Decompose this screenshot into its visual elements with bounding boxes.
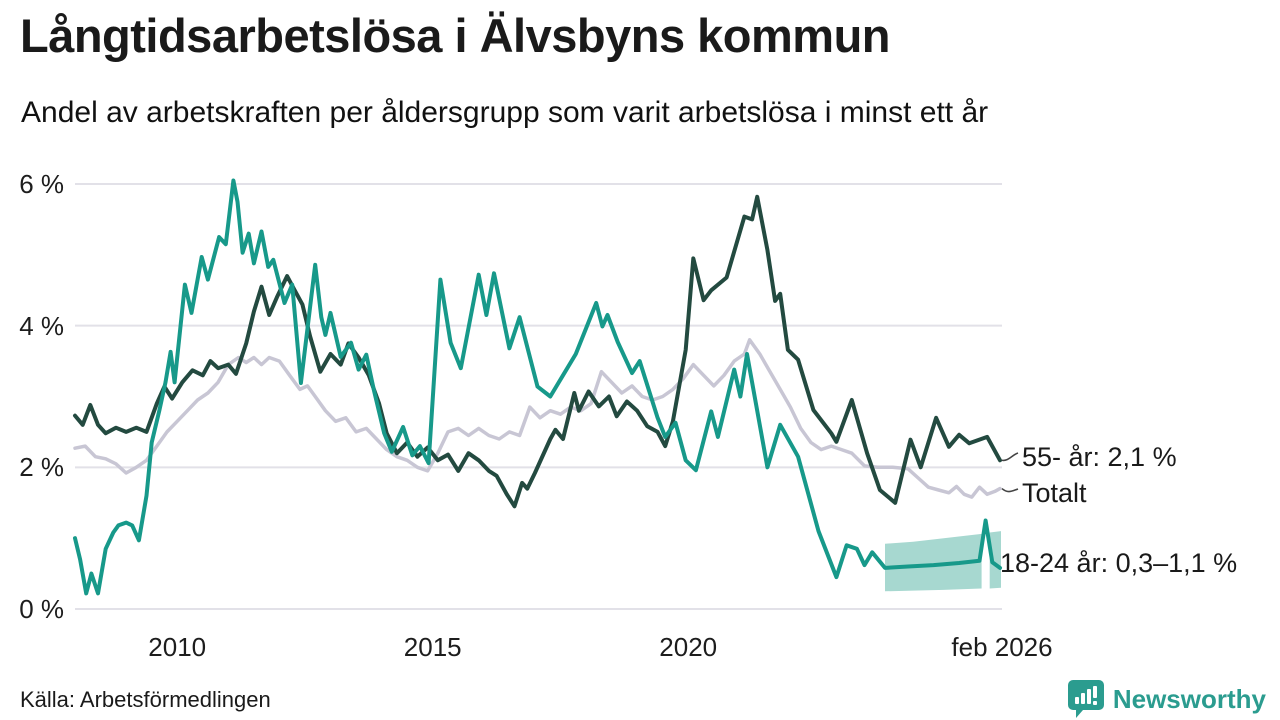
y-axis-tick: 0 % [19,594,64,624]
newsworthy-logo-icon [1067,680,1104,718]
x-axis-tick: 2015 [403,632,462,662]
x-axis-tick: 2020 [659,632,718,662]
page-title: Långtidsarbetslösa i Älvsbyns kommun [20,9,891,62]
newsworthy-logo: Newsworthy [1067,679,1266,719]
y-axis-tick: 2 % [19,452,64,483]
source-note: Källa: Arbetsförmedlingen [20,687,271,712]
series-label-total: Totalt [1022,478,1087,508]
series-label-18-24: 18-24 år: 0,3–1,1 % [1000,548,1238,578]
y-axis-tick: 6 % [19,169,64,199]
x-axis-tick: feb 2026 [951,632,1053,662]
chart-subtitle: Andel av arbetskraften per åldersgrupp s… [21,96,989,129]
newsworthy-logo-text: Newsworthy [1112,683,1266,714]
x-axis-tick: 2010 [148,632,207,662]
series-label-55: 55- år: 2,1 % [1022,442,1177,472]
y-axis-tick: 4 % [19,310,64,341]
